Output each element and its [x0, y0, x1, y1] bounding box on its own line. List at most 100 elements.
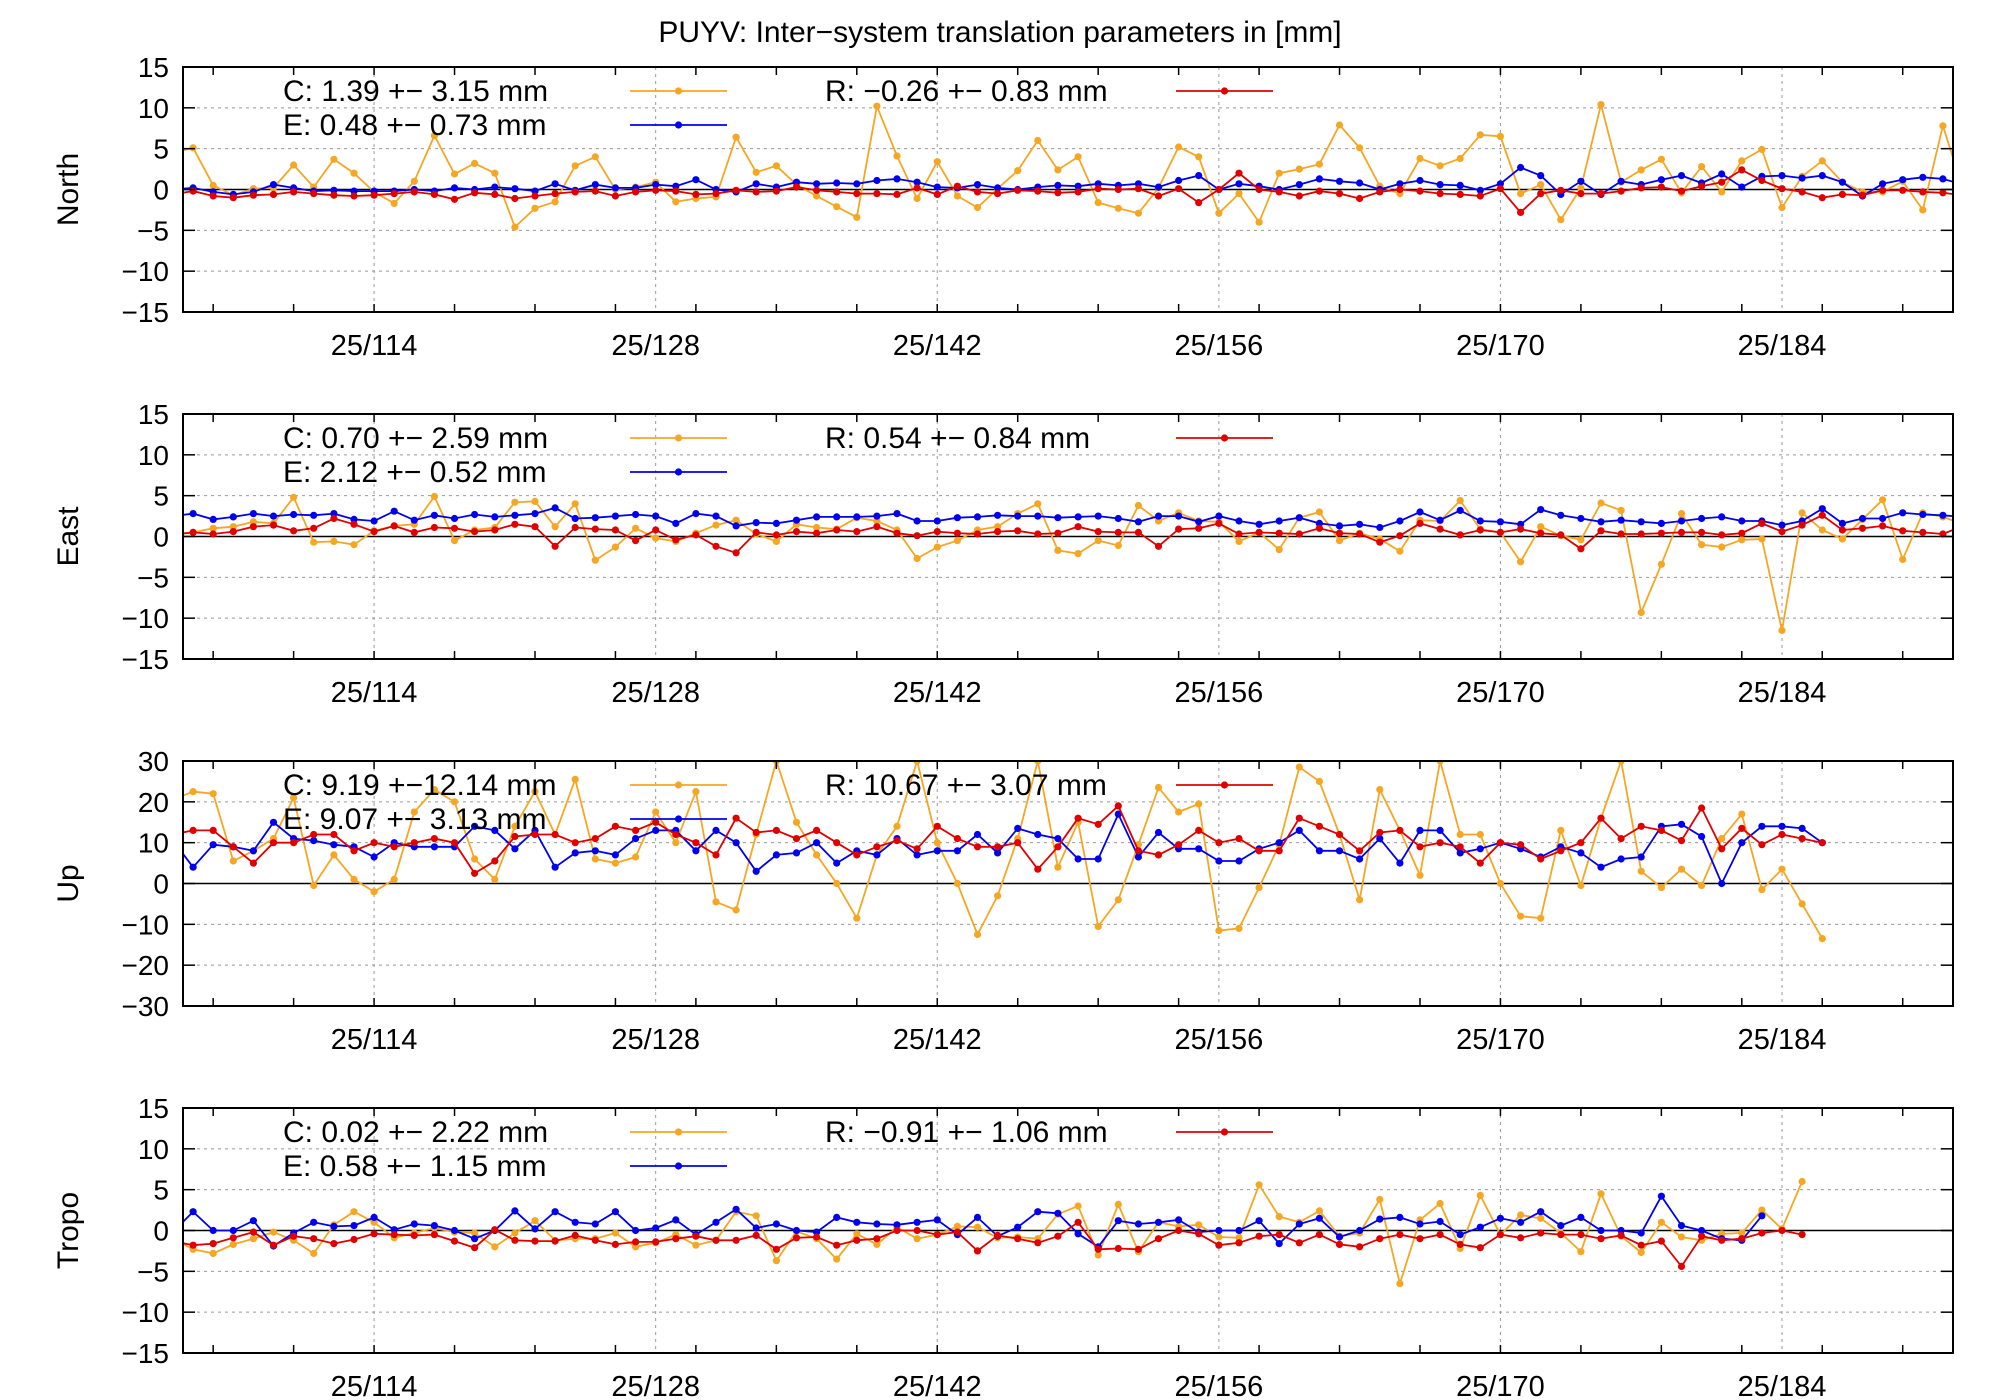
legend-label-R: R: −0.26 +− 0.83 mm [825, 75, 1108, 108]
data-point-E [1175, 512, 1183, 520]
data-point-E [1677, 1222, 1686, 1230]
data-point-C [1557, 216, 1565, 224]
data-point-E [169, 1229, 176, 1236]
data-point-R [1335, 190, 1344, 198]
data-point-R [772, 531, 781, 539]
data-point-E [732, 522, 740, 530]
data-point-R [229, 1234, 237, 1242]
data-point-E [1818, 505, 1826, 513]
data-point-R [692, 1232, 700, 1240]
legend-marker-E [674, 468, 683, 476]
data-point-E [1114, 1217, 1122, 1225]
data-point-E [913, 178, 921, 186]
y-tick-label: 5 [153, 134, 169, 165]
data-point-E [450, 514, 459, 523]
data-point-C [1899, 555, 1907, 564]
data-point-E [531, 509, 539, 518]
data-point-C [1657, 884, 1665, 892]
data-point-C [1416, 871, 1424, 879]
data-point-C [1718, 543, 1726, 551]
data-point-R [249, 191, 257, 199]
data-point-R [1960, 522, 1967, 529]
data-point-E [632, 835, 640, 843]
data-point-R [310, 524, 318, 532]
data-point-E [1295, 181, 1303, 189]
data-point-C [1255, 884, 1263, 892]
data-point-R [310, 830, 318, 839]
data-point-C [611, 543, 620, 551]
data-point-R [672, 536, 680, 544]
data-point-C [1758, 1206, 1766, 1214]
legend-marker-C [674, 87, 683, 95]
data-point-C [1738, 157, 1746, 165]
data-point-C [310, 538, 318, 546]
data-point-C [913, 1235, 921, 1243]
data-point-C [833, 879, 841, 888]
data-point-R [1597, 1235, 1605, 1243]
data-point-R [1255, 528, 1263, 537]
data-point-E [1517, 1218, 1525, 1226]
data-point-E [1335, 522, 1344, 530]
data-point-R [1738, 166, 1746, 174]
data-point-E [1074, 855, 1082, 863]
data-point-C [1577, 881, 1585, 890]
data-point-R [1295, 192, 1303, 200]
data-point-R [1215, 185, 1223, 194]
x-tick-label: 25/184 [1738, 677, 1827, 709]
data-point-E [1275, 517, 1283, 525]
data-point-R [1416, 519, 1424, 528]
data-point-R [1496, 528, 1504, 537]
data-point-C [290, 161, 298, 169]
data-point-R [350, 520, 358, 528]
data-point-E [1778, 822, 1786, 830]
data-point-R [1517, 208, 1525, 216]
data-point-R [430, 1231, 438, 1239]
data-point-R [370, 1230, 378, 1238]
data-point-E [450, 184, 459, 192]
data-point-E [873, 176, 881, 185]
data-point-C [511, 822, 519, 830]
data-point-E [1537, 172, 1545, 180]
data-point-C [1054, 166, 1062, 174]
data-point-R [1436, 839, 1444, 847]
data-point-R [290, 1232, 298, 1240]
data-point-E [833, 179, 841, 187]
data-point-C [1114, 1200, 1122, 1208]
data-point-R [1818, 839, 1826, 847]
data-point-R [269, 839, 278, 847]
legend-label-R: R: 10.67 +− 3.07 mm [825, 769, 1107, 802]
data-point-R [1356, 847, 1364, 855]
legend-label-E: E: 0.48 +− 0.73 mm [283, 109, 546, 142]
x-tick-label: 25/128 [611, 330, 700, 362]
data-point-E [1195, 518, 1203, 526]
data-point-E [1376, 523, 1384, 532]
data-point-E [853, 180, 861, 188]
data-point-E [994, 849, 1002, 857]
data-point-R [1657, 529, 1665, 537]
data-point-R [430, 835, 438, 843]
data-point-R [330, 514, 338, 523]
data-point-R [1899, 186, 1907, 194]
data-point-R [1456, 1240, 1464, 1248]
data-point-R [1275, 188, 1283, 196]
data-point-C [350, 875, 358, 884]
data-point-E [229, 513, 237, 521]
data-point-E [792, 516, 801, 524]
data-point-R [229, 843, 237, 851]
data-point-R [410, 188, 418, 196]
x-tick-label: 25/128 [611, 1024, 700, 1056]
data-point-R [1456, 843, 1464, 851]
legend-marker-R [1220, 87, 1229, 95]
data-point-C [833, 1255, 841, 1263]
data-point-R [1758, 841, 1766, 849]
y-tick-label: 15 [138, 1093, 169, 1124]
data-point-E [471, 1235, 479, 1243]
data-point-R [994, 190, 1002, 198]
data-point-E [712, 826, 720, 835]
data-point-E [1557, 1222, 1565, 1230]
data-point-R [873, 523, 881, 531]
data-point-R [1577, 190, 1585, 198]
data-point-E [1215, 1226, 1223, 1235]
data-point-E [1014, 1223, 1022, 1231]
data-point-R [1758, 1229, 1766, 1237]
